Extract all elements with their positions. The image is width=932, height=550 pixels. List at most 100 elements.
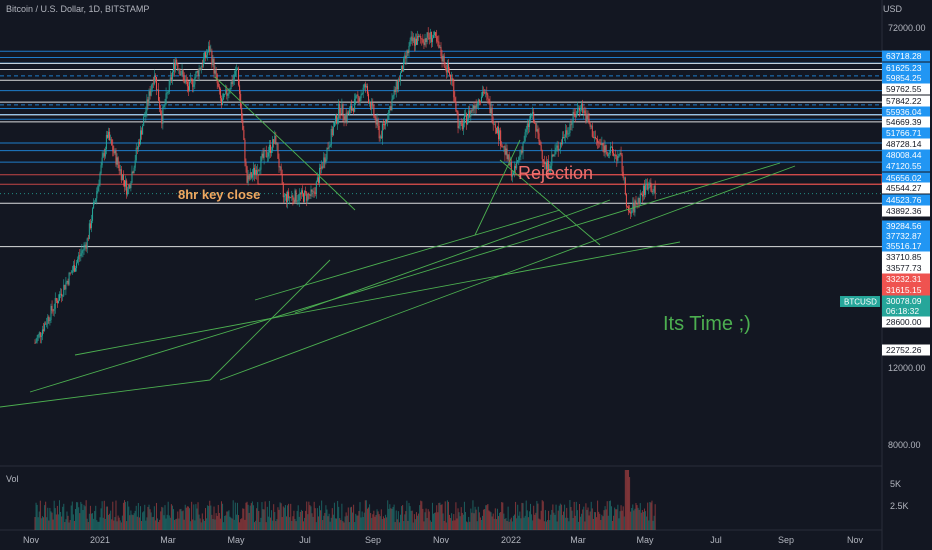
candle-body [224,93,226,95]
volume-bar [136,516,138,530]
volume-bar [541,500,543,530]
candle-body [69,272,71,274]
candle-body [92,208,94,221]
level-badge [882,172,930,184]
candle-body [644,185,646,195]
volume-bar [311,513,313,530]
trendline [294,199,611,314]
volume-bar [483,509,485,530]
candle-body [245,161,247,167]
volume-bar [454,520,456,530]
volume-bar [450,518,452,530]
candle-body [626,206,628,208]
candle-body [151,83,153,89]
volume-bar [461,512,463,530]
volume-bar [36,504,38,530]
currency-label: USD [882,4,902,14]
volume-bar [609,500,611,530]
candle-body [557,145,559,151]
volume-bar [617,504,619,530]
candle-body [440,46,442,56]
volume-bar [630,511,632,530]
candle-body [206,55,208,58]
volume-bar [260,517,262,530]
candle-body [89,223,91,229]
volume-bar [194,520,196,530]
candle-body [101,157,103,166]
candle-body [314,192,316,194]
volume-bar [565,517,567,530]
volume-bar [167,501,169,530]
candle-body [604,145,606,153]
volume-bar [288,503,290,530]
candle-body [47,316,49,324]
volume-bar [422,508,424,530]
volume-bar [263,509,265,530]
volume-bar [56,505,58,530]
volume-bar [328,513,330,530]
volume-bar [249,505,251,530]
candle-body [38,332,40,335]
candle-body [410,36,412,41]
level-badge-label: 45656.02 [886,173,922,183]
candle-body [181,70,183,75]
level-badge-label: 51766.71 [886,128,922,138]
volume-bar [365,500,367,530]
candle-body [117,157,119,165]
volume-bar [561,515,563,530]
candle-body [292,195,294,200]
candle-body [135,147,137,161]
candle-body [169,77,171,81]
candle-body [307,193,309,201]
candle-body [276,143,278,145]
volume-bar [337,500,339,530]
candle-body [269,144,271,153]
candle-body [366,86,368,94]
volume-bar [520,518,522,530]
volume-bar [353,504,355,530]
candle-body [73,265,75,272]
candle-body [543,161,545,165]
candle-body [54,298,56,309]
candle-body [180,74,182,76]
candle-body [395,81,397,93]
volume-bar [165,518,167,530]
volume-bar [635,502,637,530]
volume-bar [514,514,516,530]
volume-bar [397,511,399,530]
candle-body [275,135,277,145]
candle-body [460,122,462,124]
volume-bar [161,506,163,530]
level-badge-label: 48728.14 [886,139,922,149]
trendline [499,159,601,246]
candle-body [231,81,233,85]
candle-body [52,310,54,312]
candle-body [157,89,159,91]
volume-bar [382,516,384,530]
candle-body [262,153,264,158]
volume-bar [77,502,79,530]
level-badge-label: 39284.56 [886,221,922,231]
candle-body [281,174,283,184]
candle-body [174,63,176,71]
volume-bar [429,520,431,530]
volume-bar [63,503,65,530]
candle-body [603,145,605,153]
volume-bar [43,517,45,530]
volume-bar [92,513,94,530]
volume-bar [439,502,441,530]
candle-body [588,119,590,124]
volume-bar [344,516,346,530]
level-badge [882,50,930,62]
volume-bar [563,511,565,530]
candle-body [433,35,435,39]
level-badge-label: 33232.31 [886,274,922,284]
volume-bar [523,517,525,530]
candle-body [398,79,400,81]
candle-body [259,169,261,171]
volume-bar [239,522,241,530]
level-badge [882,316,930,328]
candle-body [328,146,330,149]
volume-bar [389,504,391,530]
candle-body [39,332,41,337]
